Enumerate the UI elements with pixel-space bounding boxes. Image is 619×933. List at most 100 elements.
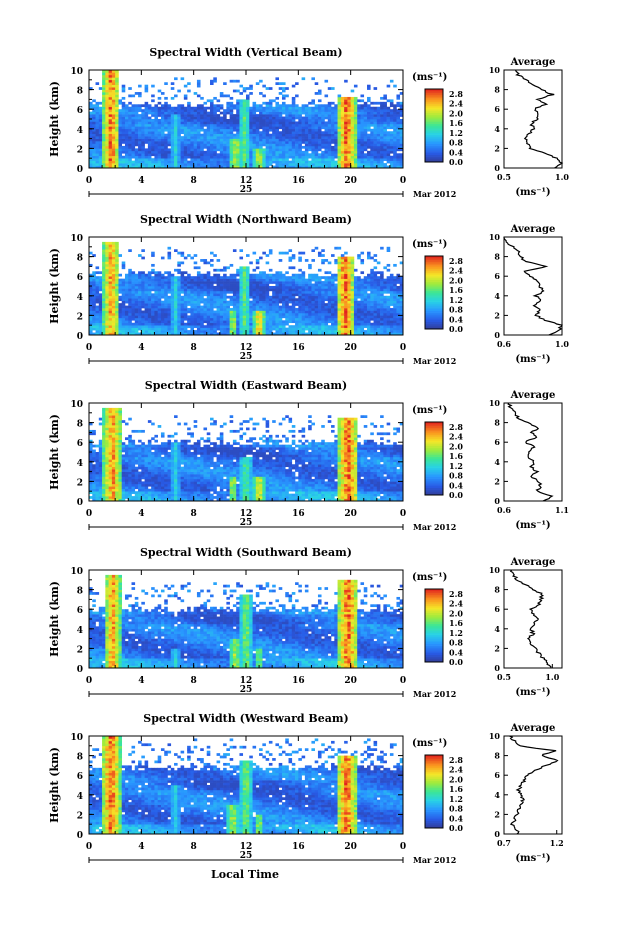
heatmap-cell <box>145 303 149 306</box>
heatmap-cell <box>285 330 289 333</box>
heatmap-cell <box>161 121 165 124</box>
heatmap-cell <box>220 301 224 304</box>
heatmap-cell <box>383 153 387 156</box>
heatmap-cell <box>102 306 106 309</box>
heatmap-cell <box>145 136 149 139</box>
heatmap-cell <box>177 117 181 120</box>
heatmap-cell <box>354 85 358 88</box>
heatmap-cell <box>135 104 139 107</box>
heatmap-cell <box>168 274 172 277</box>
heatmap-cell <box>96 279 100 282</box>
heatmap-cell <box>246 308 250 311</box>
heatmap-cell <box>217 325 221 328</box>
heatmap-cell <box>171 328 175 331</box>
heatmap-cell <box>236 163 240 166</box>
heatmap-cell <box>236 124 240 127</box>
heatmap-cell <box>233 117 237 120</box>
heatmap-cell <box>148 320 152 323</box>
heatmap-cell <box>275 77 279 80</box>
heatmap-cell <box>128 298 132 301</box>
heatmap-cell <box>334 131 338 134</box>
heatmap-cell <box>311 124 315 127</box>
heatmap-cell <box>92 301 96 304</box>
heatmap-cell <box>122 129 126 132</box>
heatmap-cell <box>194 320 198 323</box>
heatmap-cell <box>141 298 145 301</box>
heatmap-cell <box>89 131 93 134</box>
heatmap-cell <box>295 114 299 117</box>
heatmap-cell <box>102 269 106 272</box>
heatmap-cell <box>259 117 263 120</box>
heatmap-cell <box>115 281 119 284</box>
heatmap-cell <box>158 131 162 134</box>
heatmap-cell <box>233 288 237 291</box>
heatmap-cell <box>328 271 332 274</box>
heatmap-cell <box>302 252 306 255</box>
heatmap-cell <box>275 124 279 127</box>
heatmap-cell <box>233 330 237 333</box>
heatmap-cell <box>96 148 100 151</box>
heatmap-cell <box>213 97 217 100</box>
heatmap-cell <box>203 311 207 314</box>
heatmap-cell <box>236 119 240 122</box>
heatmap-cell <box>295 308 299 311</box>
average-y-tick-label: 10 <box>489 65 501 75</box>
heatmap-cell <box>115 95 119 98</box>
heatmap-cell <box>226 328 230 331</box>
heatmap-cell <box>203 288 207 291</box>
heatmap-cell <box>115 330 119 333</box>
heatmap-cell <box>341 254 345 257</box>
heatmap-cell <box>122 291 126 294</box>
heatmap-cell <box>390 117 394 120</box>
heatmap-cell <box>246 151 250 154</box>
heatmap-cell <box>341 104 345 107</box>
heatmap-cell <box>109 249 113 252</box>
heatmap-cell <box>318 163 322 166</box>
heatmap-cell <box>236 298 240 301</box>
heatmap-cell <box>122 264 126 267</box>
colorbar-segment <box>425 107 443 109</box>
heatmap-cell <box>272 114 276 117</box>
heatmap-cell <box>292 266 296 269</box>
heatmap-cell <box>132 311 136 314</box>
heatmap-cell <box>344 328 348 331</box>
heatmap-cell <box>279 121 283 124</box>
heatmap-cell <box>187 323 191 326</box>
heatmap-cell <box>213 109 217 112</box>
heatmap-cell <box>266 286 270 289</box>
heatmap-cell <box>230 325 234 328</box>
heatmap-cell <box>344 318 348 321</box>
heatmap-cell <box>99 315 103 318</box>
heatmap-cell <box>164 153 168 156</box>
heatmap-cell <box>298 141 302 144</box>
heatmap-cell <box>128 153 132 156</box>
heatmap-cell <box>321 323 325 326</box>
heatmap-cell <box>253 269 257 272</box>
heatmap-cell <box>285 315 289 318</box>
heatmap-cell <box>315 131 319 134</box>
heatmap-cell <box>364 158 368 161</box>
heatmap-cell <box>154 325 158 328</box>
heatmap-cell <box>135 281 139 284</box>
heatmap-cell <box>115 148 119 151</box>
heatmap-cell <box>177 303 181 306</box>
heatmap-cell <box>89 112 93 115</box>
heatmap-cell <box>396 97 400 100</box>
heatmap-cell <box>236 288 240 291</box>
heatmap-cell <box>115 114 119 117</box>
heatmap-cell <box>181 107 185 110</box>
heatmap-cell <box>223 328 227 331</box>
heatmap-cell <box>253 151 257 154</box>
heatmap-cell <box>122 158 126 161</box>
heatmap-cell <box>239 134 243 137</box>
heatmap-cell <box>308 323 312 326</box>
heatmap-cell <box>190 284 194 287</box>
heatmap-cell <box>197 320 201 323</box>
heatmap-cell <box>151 301 155 304</box>
heatmap-cell <box>331 306 335 309</box>
heatmap-cell <box>171 153 175 156</box>
heatmap-cell <box>236 311 240 314</box>
heatmap-cell <box>210 286 214 289</box>
heatmap-cell <box>266 318 270 321</box>
heatmap-cell <box>122 90 126 93</box>
